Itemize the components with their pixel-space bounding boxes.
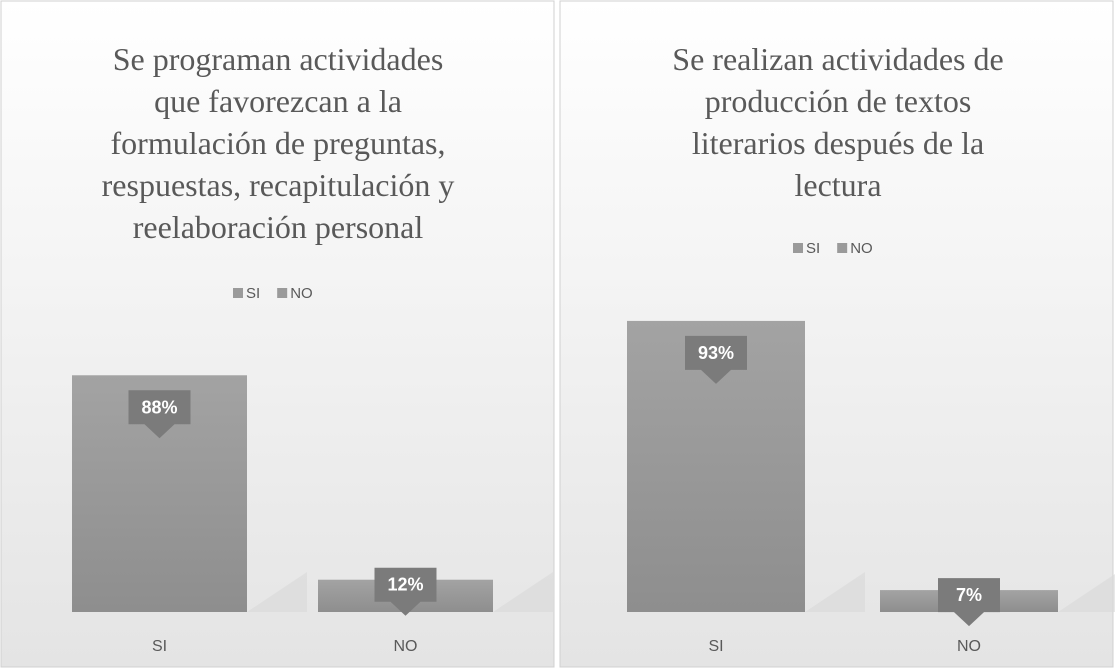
chart-title: que favorezcan a la bbox=[154, 83, 402, 119]
data-label: 93% bbox=[698, 343, 734, 363]
x-tick-label: SI bbox=[708, 638, 723, 655]
chart-title: lectura bbox=[794, 167, 881, 203]
bar-shadow bbox=[805, 572, 865, 612]
x-tick-label: SI bbox=[152, 638, 167, 655]
chart-title: formulación de preguntas, bbox=[111, 125, 446, 161]
chart-title: Se programan actividades bbox=[113, 41, 444, 77]
legend-label: SI bbox=[806, 240, 820, 257]
data-label-callout bbox=[938, 578, 1000, 627]
data-label: 12% bbox=[387, 575, 423, 595]
legend-label: SI bbox=[246, 285, 260, 302]
legend-swatch bbox=[793, 243, 803, 253]
data-label: 7% bbox=[956, 585, 982, 605]
legend-label: NO bbox=[850, 240, 873, 257]
data-label: 88% bbox=[141, 397, 177, 417]
chart-title: Se realizan actividades de bbox=[672, 41, 1003, 77]
legend-swatch bbox=[277, 288, 288, 298]
bar-shadow bbox=[247, 572, 307, 612]
legend-label: NO bbox=[290, 285, 313, 302]
bar-shadow bbox=[493, 572, 553, 612]
x-tick-label: NO bbox=[394, 638, 418, 655]
data-label-callout bbox=[128, 390, 191, 439]
chart-title: reelaboración personal bbox=[133, 209, 424, 245]
x-tick-label: NO bbox=[957, 638, 981, 655]
legend-swatch bbox=[837, 243, 848, 253]
chart-title: producción de textos bbox=[705, 83, 972, 119]
data-label-callout bbox=[685, 335, 747, 384]
legend-swatch bbox=[233, 288, 243, 298]
chart-title: literarios después de la bbox=[692, 125, 984, 161]
data-label-callout bbox=[374, 567, 437, 616]
bar-shadow bbox=[1058, 574, 1115, 612]
chart-title: respuestas, recapitulación y bbox=[102, 167, 455, 203]
